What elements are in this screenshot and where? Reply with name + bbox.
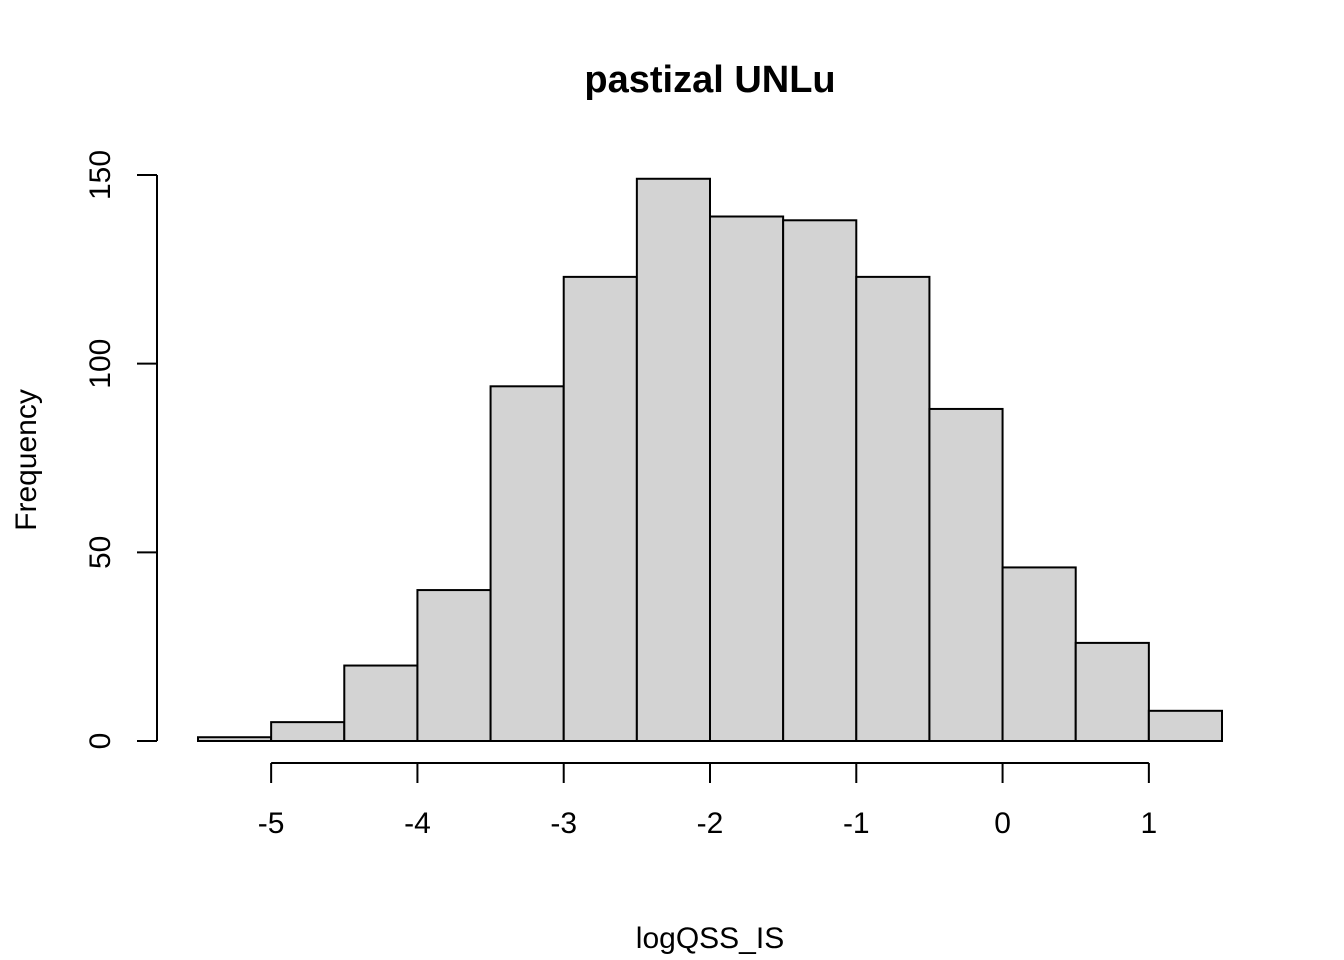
histogram-bar <box>562 275 638 742</box>
x-tick-label: 1 <box>1141 807 1158 840</box>
histogram-bar <box>635 177 711 743</box>
bars-group <box>197 177 1224 743</box>
histogram-bar <box>270 721 346 743</box>
chart-title: pastizal UNLu <box>584 59 835 101</box>
histogram-bar <box>343 664 419 742</box>
y-tick-label: 150 <box>84 150 117 200</box>
x-tick-label: -2 <box>697 807 724 840</box>
y-tick-label: 100 <box>84 339 117 389</box>
histogram-bar <box>416 589 492 742</box>
x-axis-label: logQSS_IS <box>636 922 784 955</box>
y-tick-label: 50 <box>84 536 117 569</box>
x-tick-label: -3 <box>550 807 577 840</box>
histogram-bar <box>489 385 565 742</box>
histogram-bar <box>855 275 931 742</box>
histogram-bar <box>1074 641 1150 742</box>
y-tick-label: 0 <box>84 733 117 750</box>
histogram-bar <box>197 736 273 743</box>
y-axis-label: Frequency <box>10 389 43 531</box>
histogram-bar <box>1001 566 1077 743</box>
histogram-bar <box>928 407 1004 742</box>
histogram-bar <box>782 219 858 742</box>
histogram-bar <box>1147 709 1224 743</box>
x-tick-label: -1 <box>843 807 870 840</box>
x-tick-label: -5 <box>258 807 285 840</box>
x-axis: -5 -4 -3 -2 -1 0 1 <box>258 762 1158 840</box>
x-tick-label: -4 <box>404 807 431 840</box>
y-axis: 0 50 100 150 <box>84 150 158 750</box>
histogram-bar <box>709 215 785 743</box>
x-tick-label: 0 <box>994 807 1011 840</box>
